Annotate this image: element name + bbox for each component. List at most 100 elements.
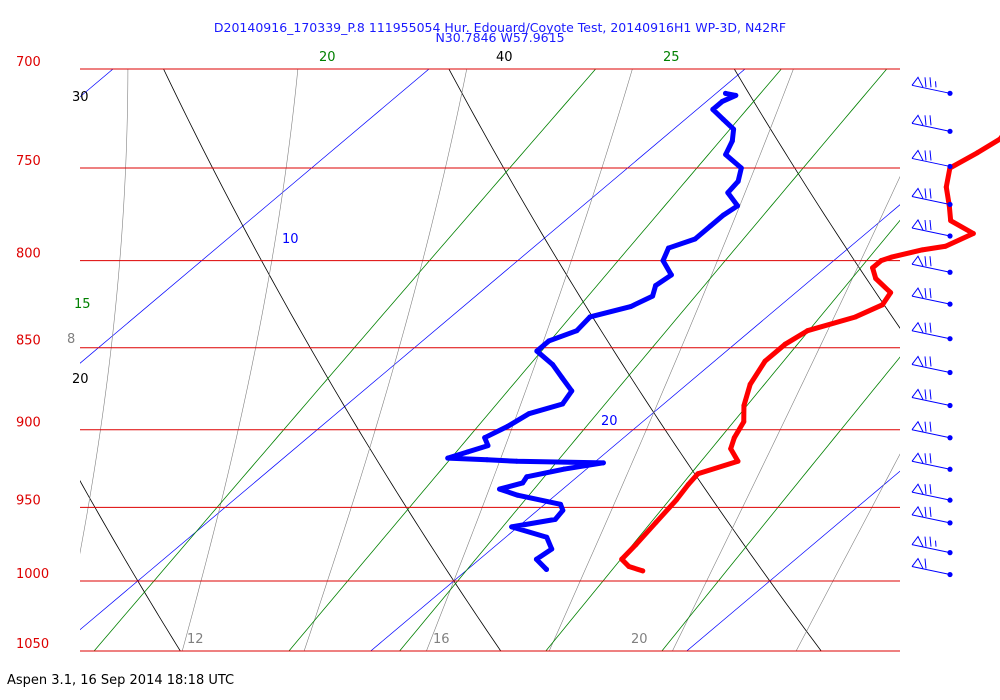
wind-barb-station (947, 128, 953, 134)
isotherm-label: 20 (601, 414, 618, 429)
dewpoint-point (660, 258, 666, 264)
wind-barb-half-feather (935, 540, 937, 547)
dewpoint-point (738, 165, 744, 171)
wind-barb-feather (929, 536, 932, 547)
wind-barb-shaft (911, 491, 951, 501)
wind-barb-head (911, 505, 924, 518)
wind-barb-station (947, 233, 953, 239)
wind-barb-feather (924, 288, 927, 299)
dewpoint-point (552, 516, 558, 522)
temperature-point (804, 328, 810, 334)
wind-barb (911, 535, 953, 556)
wind-barb-head (911, 355, 924, 367)
wind-barb-station (947, 435, 953, 441)
wind-barb (911, 321, 953, 342)
wind-barb-feather (924, 389, 927, 400)
wind-barb-head (911, 420, 924, 432)
dewpoint-point (546, 338, 552, 344)
temperature-point (626, 564, 632, 570)
dewpoint-trace (445, 90, 744, 572)
moist-adiabat-line (795, 453, 900, 651)
wind-barb (911, 149, 953, 170)
wind-barb-shaft (911, 514, 951, 524)
dewpoint-point (668, 272, 674, 278)
temperature-point (640, 568, 646, 574)
moist-adiabat-label: 20 (631, 632, 648, 647)
isotherm-line (370, 204, 900, 651)
dewpoint-point (650, 293, 656, 299)
wind-barb (911, 255, 953, 275)
wind-barb-feather (924, 558, 927, 569)
wind-barb-head (911, 452, 924, 464)
wind-barb-shaft (911, 544, 951, 554)
wind-barb-half-feather (935, 81, 937, 88)
wind-barb-feather (929, 322, 932, 333)
dewpoint-point (729, 138, 735, 144)
wind-barb-shaft (911, 157, 951, 167)
wind-barb-head (911, 255, 924, 267)
wind-barb (911, 219, 953, 239)
moist-adiabat-line (426, 69, 633, 651)
temperature-point (735, 458, 741, 464)
pressure-tick-label: 750 (16, 154, 41, 169)
dewpoint-point (719, 98, 725, 104)
dewpoint-point (559, 375, 565, 381)
dewpoint-point (445, 455, 451, 461)
pressure-tick-label: 900 (16, 416, 41, 431)
temperature-point (731, 435, 737, 441)
dewpoint-point (569, 388, 575, 394)
dewpoint-point (515, 492, 521, 498)
temperature-point (975, 150, 981, 156)
wind-barb-feather (924, 484, 927, 495)
wind-barb-head (911, 219, 924, 231)
wind-barb-station (947, 369, 953, 376)
wind-barb-feather (929, 288, 932, 299)
wind-barb-shaft (911, 227, 951, 237)
dewpoint-point (692, 236, 698, 242)
wind-barbs (911, 76, 953, 578)
wind-barb-station (947, 520, 953, 526)
dry-adiabat-label: 40 (496, 50, 513, 65)
dewpoint-point (720, 212, 726, 218)
temperature-point (685, 481, 691, 487)
wind-barb-head (911, 76, 924, 88)
wind-barb-feather (929, 506, 932, 517)
dewpoint-point (549, 546, 555, 552)
dewpoint-point (558, 501, 564, 507)
dewpoint-point (561, 466, 567, 472)
wind-barb-feather (924, 322, 927, 333)
dewpoint-point (534, 348, 540, 354)
dewpoint-point (520, 480, 526, 486)
wind-barb-feather (929, 453, 932, 464)
dewpoint-point (731, 126, 737, 132)
temperature-point (970, 231, 976, 237)
moist-adiabat-line (672, 175, 900, 651)
temperature-point (889, 254, 895, 260)
isotherm-line (80, 69, 430, 364)
temperature-point (695, 471, 701, 477)
wind-barb-feather (929, 356, 932, 367)
wind-barb-feather (924, 188, 927, 199)
pressure-tick-label: 950 (16, 493, 41, 508)
wind-barb-shaft (911, 396, 951, 406)
dewpoint-point (484, 457, 490, 463)
wind-barb-station (947, 301, 953, 307)
wind-barb-station (947, 269, 953, 275)
wind-barb-feather (924, 150, 927, 161)
temperature-point (762, 358, 768, 364)
wind-barb-feather (924, 506, 927, 517)
pressure-tick-label: 850 (16, 334, 41, 349)
mixing-ratio-line (93, 69, 597, 651)
mixing-ratio-line (545, 219, 900, 651)
wind-barb-feather (924, 453, 927, 464)
wind-barb-head (911, 149, 924, 161)
wind-barb-feather (929, 484, 932, 495)
wind-barb-feather (929, 77, 932, 88)
dewpoint-point (514, 458, 520, 464)
moist-adiabat-line (303, 69, 468, 651)
dewpoint-point (574, 328, 580, 334)
dewpoint-point (653, 283, 659, 289)
mixing-ratio-label: 20 (319, 50, 336, 65)
wind-barb-station (947, 402, 953, 409)
wind-barb-feather (924, 219, 927, 231)
